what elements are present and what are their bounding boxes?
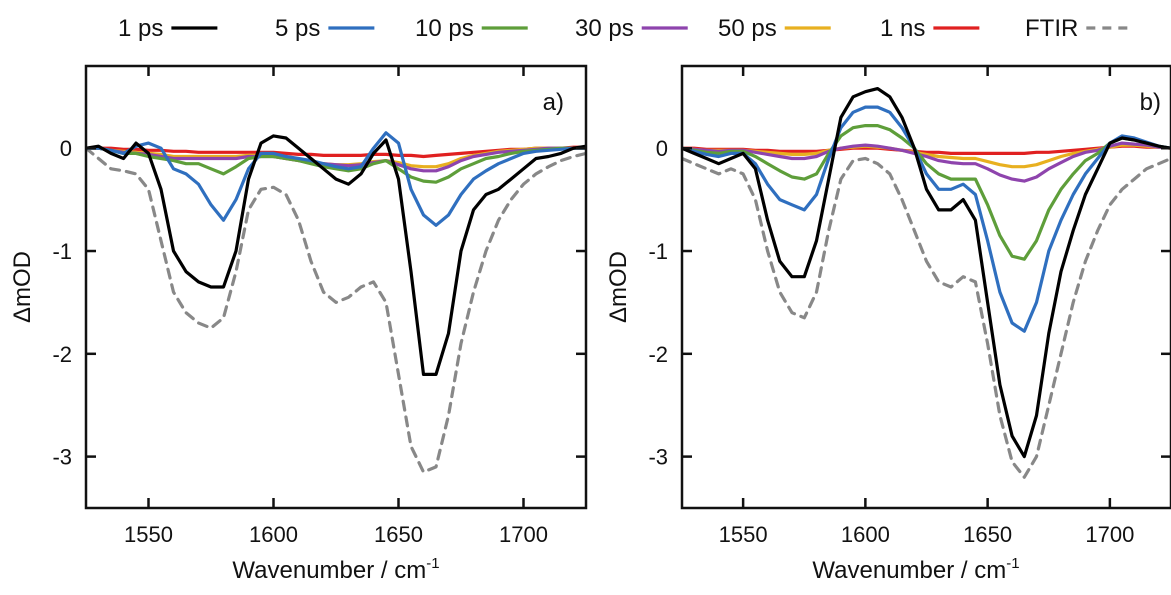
- legend-item-30-ps: 30 ps: [575, 15, 688, 42]
- y-tick-label: -3: [648, 445, 668, 470]
- legend-item-FTIR: FTIR: [1025, 15, 1133, 42]
- series-line-30-ps: [86, 146, 586, 173]
- x-axis-title-text: Wavenumber / cm: [812, 557, 1006, 584]
- x-tick-label: 1550: [719, 522, 768, 547]
- series-line-FTIR: [86, 146, 586, 474]
- x-tick-label: 1650: [374, 522, 423, 547]
- legend-item-1-ps: 1 ps: [118, 15, 218, 42]
- legend-item-10-ps: 10 ps: [415, 15, 528, 42]
- legend: 1 ps 5 ps 10 ps 30 ps 50 ps 1 ns FTIR: [118, 15, 1133, 42]
- legend-label: 50 ps: [718, 15, 777, 42]
- series-line-5-ps: [86, 131, 586, 227]
- x-axis-title: Wavenumber / cm-1: [232, 555, 439, 584]
- series-line-1-ps: [682, 87, 1171, 459]
- x-tick-label: 1600: [249, 522, 298, 547]
- legend-label: 1 ns: [880, 15, 925, 42]
- y-tick-label: 0: [60, 136, 72, 161]
- x-tick-label: 1550: [124, 522, 173, 547]
- y-tick-label: -1: [52, 239, 72, 264]
- y-tick-label: -2: [648, 342, 668, 367]
- legend-item-50-ps: 50 ps: [718, 15, 831, 42]
- legend-item-5-ps: 5 ps: [275, 15, 375, 42]
- y-tick-label: 0: [656, 136, 668, 161]
- series-line-1-ns: [682, 144, 1171, 155]
- panel-label: a): [543, 89, 564, 116]
- series-group: [682, 87, 1171, 479]
- x-axis-title: Wavenumber / cm-1: [812, 555, 1019, 584]
- series-group: [86, 131, 586, 474]
- plot-frame: [84, 64, 588, 510]
- x-tick-label: 1600: [841, 522, 890, 547]
- y-tick-label: -1: [648, 239, 668, 264]
- y-tick-label: -2: [52, 342, 72, 367]
- plot-frame: [680, 64, 1171, 510]
- series-line-10-ps: [682, 124, 1171, 261]
- series-line-5-ps: [682, 105, 1171, 333]
- x-tick-label: 1700: [1085, 522, 1134, 547]
- y-axis-title: ΔmOD: [605, 251, 632, 323]
- y-axis-title: ΔmOD: [9, 251, 36, 323]
- y-tick-label: -3: [52, 445, 72, 470]
- x-axis-title-superscript: -1: [1006, 555, 1019, 572]
- legend-label: FTIR: [1025, 15, 1078, 42]
- legend-label: 5 ps: [275, 15, 320, 42]
- series-line-1-ps: [86, 134, 586, 376]
- legend-label: 30 ps: [575, 15, 634, 42]
- series-line-30-ps: [682, 141, 1171, 183]
- x-axis-title-superscript: -1: [426, 555, 439, 572]
- x-axis-title-text: Wavenumber / cm: [232, 557, 426, 584]
- x-tick-label: 1650: [963, 522, 1012, 547]
- legend-label: 10 ps: [415, 15, 474, 42]
- series-line-FTIR: [682, 156, 1171, 479]
- panel-label: b): [1140, 89, 1161, 116]
- legend-label: 1 ps: [118, 15, 163, 42]
- legend-item-1-ns: 1 ns: [880, 15, 980, 42]
- x-tick-label: 1700: [499, 522, 548, 547]
